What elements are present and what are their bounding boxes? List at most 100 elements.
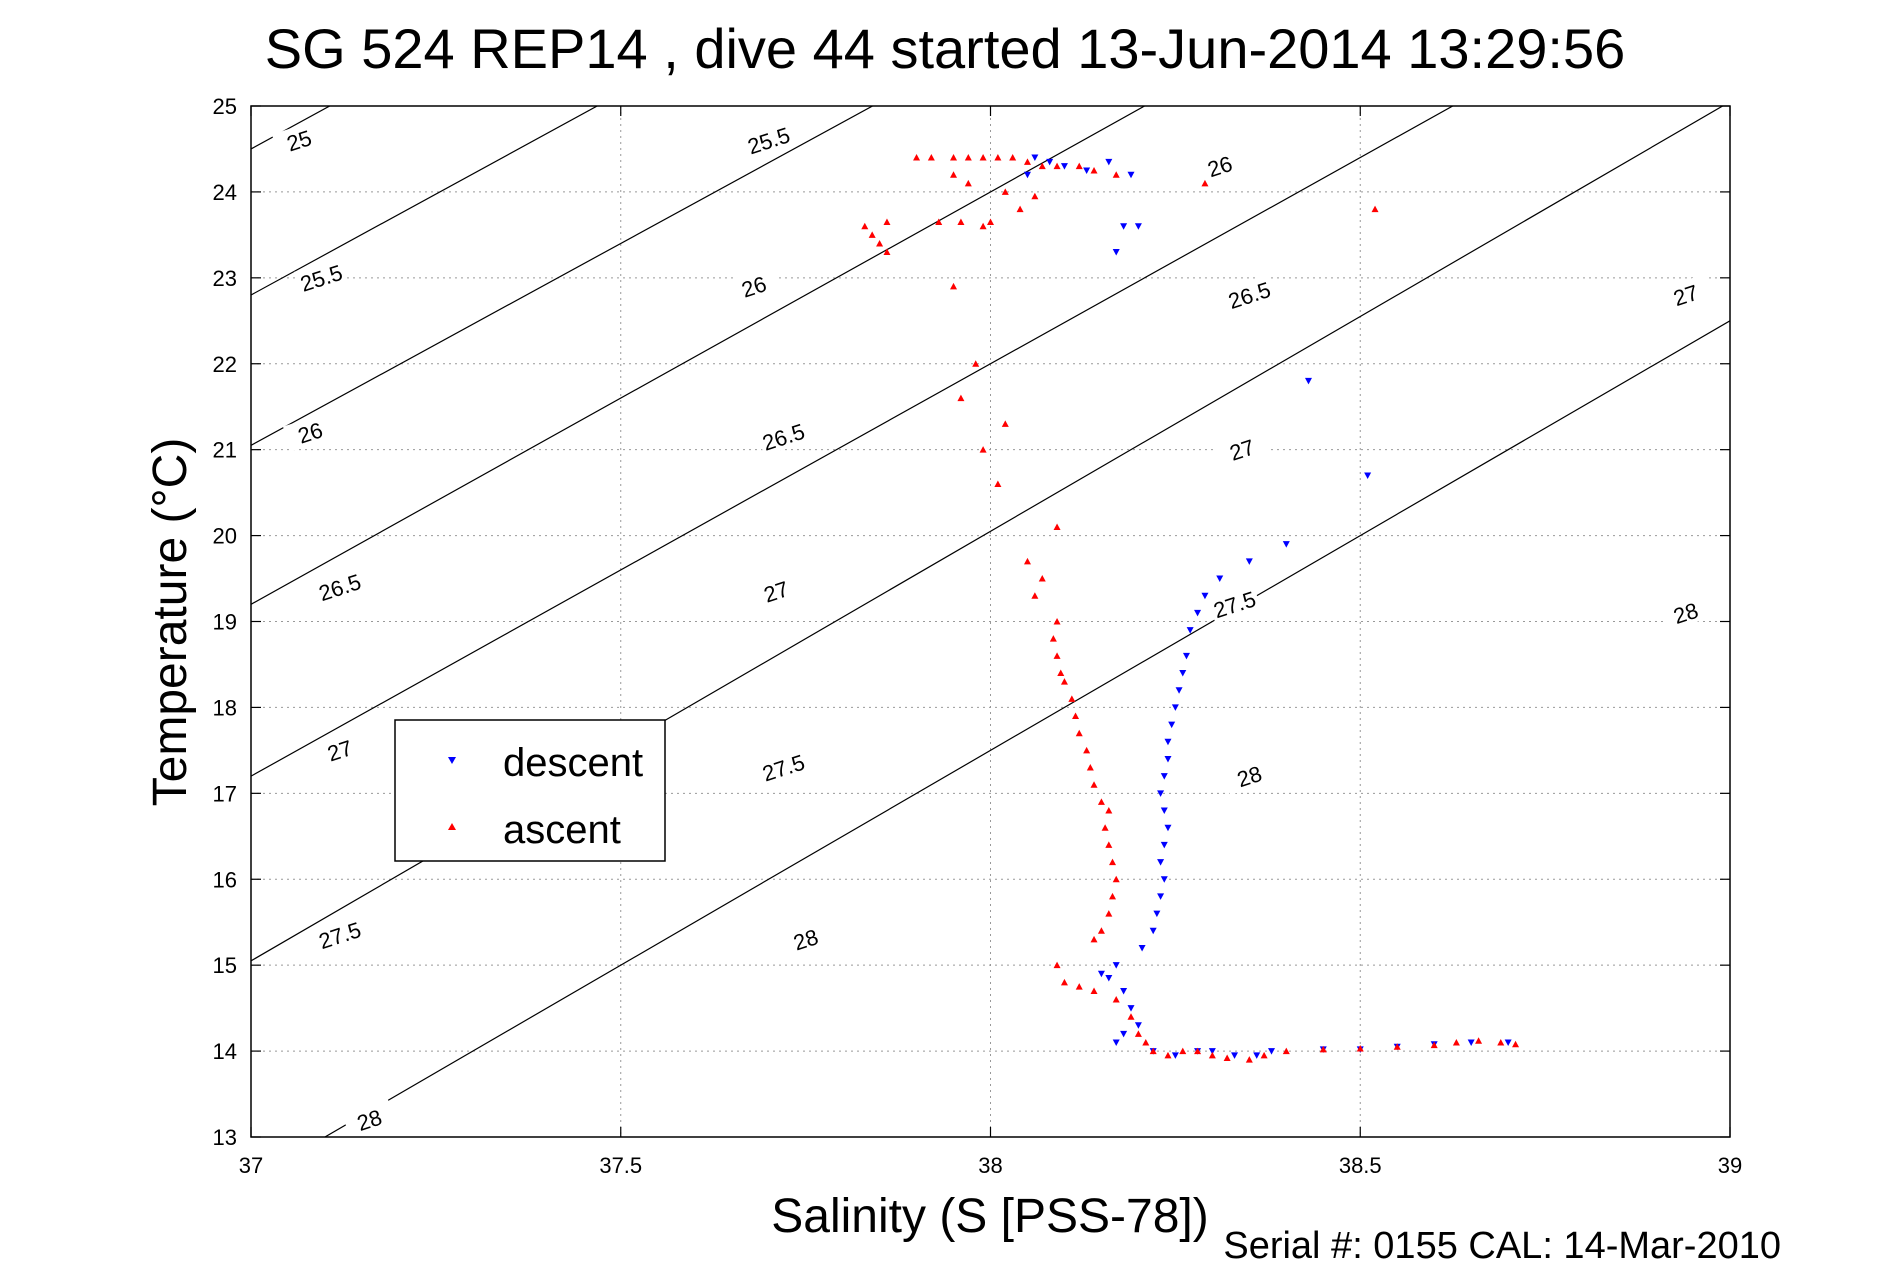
ascent-point (1086, 764, 1094, 771)
ascent-point (1075, 983, 1083, 990)
ascent-point (1075, 162, 1083, 170)
contour-label-bg (756, 746, 810, 787)
contour-label-bg (271, 119, 326, 160)
ascent-point (1393, 1043, 1401, 1050)
contour-label: 27.5 (759, 750, 807, 787)
descent-point (1105, 158, 1113, 166)
ascent-point (1208, 1051, 1216, 1059)
ascent-point (1475, 1037, 1483, 1044)
descent-point (1179, 670, 1187, 677)
x-tick-label: 38.5 (1339, 1153, 1382, 1178)
descent-point (1127, 1005, 1135, 1012)
ascent-point (1097, 798, 1105, 805)
y-axis-label: Temperature (°C) (144, 438, 197, 807)
descent-point (1120, 1030, 1128, 1038)
descent-point (1304, 377, 1312, 385)
contour-label-bg (1192, 145, 1247, 185)
contour-label: 26.5 (316, 569, 364, 606)
descent-point (1175, 687, 1183, 694)
y-tick-label: 23 (213, 266, 237, 291)
ascent-point (1090, 166, 1098, 174)
descent-point (1171, 704, 1179, 711)
ascent-point (868, 231, 876, 238)
ascent-point (950, 154, 958, 161)
ascent-point (1031, 592, 1039, 599)
descent-point (1134, 223, 1142, 230)
contour-label-bg (748, 570, 803, 611)
descent-point (1186, 627, 1194, 634)
ascent-point (1194, 1047, 1202, 1055)
descent-point (1364, 472, 1372, 479)
ascent-point (1282, 1047, 1290, 1055)
ascent-point (883, 218, 891, 225)
ascent-point (1097, 927, 1105, 934)
serial-cal-footer: Serial #: 0155 CAL: 14-Mar-2010 (1223, 1225, 1781, 1262)
x-tick-label: 38 (978, 1153, 1002, 1178)
y-tick-label: 25 (213, 94, 237, 119)
contour-label-bg (741, 119, 796, 160)
contour-label-bg (342, 1099, 396, 1139)
descent-point (1112, 1039, 1120, 1046)
ascent-point (1038, 162, 1046, 170)
contour-label-bg (283, 411, 337, 452)
legend-marker-descent (448, 757, 456, 764)
descent-point (1160, 807, 1168, 815)
ascent-point (972, 360, 980, 367)
ascent-point (1001, 188, 1009, 195)
legend-label-descent: descent (503, 741, 643, 785)
descent-point (1120, 987, 1128, 995)
descent-point (1504, 1039, 1512, 1046)
ascent-point (1023, 158, 1031, 165)
descent-point (1097, 970, 1105, 978)
ascent-point (935, 218, 943, 225)
ascent-point (1109, 892, 1117, 900)
ascent-point (1142, 1038, 1150, 1046)
ascent-point (1001, 420, 1009, 427)
y-tick-label: 15 (213, 953, 237, 978)
contour-label-bg (1222, 755, 1276, 795)
contour-line (251, 106, 599, 296)
y-tick-label: 16 (213, 867, 237, 892)
ascent-point (1149, 1047, 1157, 1055)
descent-point (1046, 158, 1054, 166)
legend-box (394, 719, 666, 862)
contour-label-bg (312, 914, 367, 954)
descent-point (1194, 609, 1202, 617)
descent-point (1253, 1052, 1261, 1059)
ascent-point (1053, 523, 1061, 530)
descent-point (1231, 1052, 1239, 1059)
ascent-point (1072, 712, 1080, 720)
descent-point (1216, 575, 1224, 583)
chart-title: SG 524 REP14 , dive 44 started 13-Jun-20… (265, 17, 1625, 80)
legend-label-ascent: ascent (503, 808, 621, 852)
contour-line (323, 320, 1730, 1137)
ascent-point (987, 218, 994, 225)
contour-label-bg (726, 265, 781, 306)
ascent-point (1112, 996, 1120, 1003)
descent-point (1134, 1022, 1142, 1029)
descent-point (1083, 167, 1091, 174)
ascent-point (913, 154, 921, 161)
contour-label-bg (1658, 274, 1713, 314)
descent-point (1127, 171, 1135, 179)
contour-label: 26.5 (759, 419, 807, 456)
ascent-point (964, 179, 972, 187)
descent-point (1160, 841, 1168, 849)
y-tick-label: 18 (213, 695, 237, 720)
ascent-point (876, 239, 884, 247)
density-contour-labels: 2525.52626.52727.52825.52626.52727.52826… (271, 119, 1713, 1139)
descent-point (1245, 558, 1253, 565)
descent-point (1023, 171, 1031, 179)
descent-point (1164, 824, 1172, 832)
data-points (861, 154, 1520, 1063)
descent-point (1160, 773, 1168, 780)
contour-label-bg (312, 729, 367, 770)
ascent-point (1053, 652, 1061, 659)
ascent-point (979, 446, 987, 453)
ascent-point (1319, 1045, 1327, 1053)
y-axis-ticks: 13 14 15 16 17 18 19 20 21 22 23 24 25 (213, 94, 1730, 1150)
contour-line (251, 106, 1454, 777)
descent-point (1160, 876, 1168, 883)
descent-point (1268, 1048, 1276, 1055)
